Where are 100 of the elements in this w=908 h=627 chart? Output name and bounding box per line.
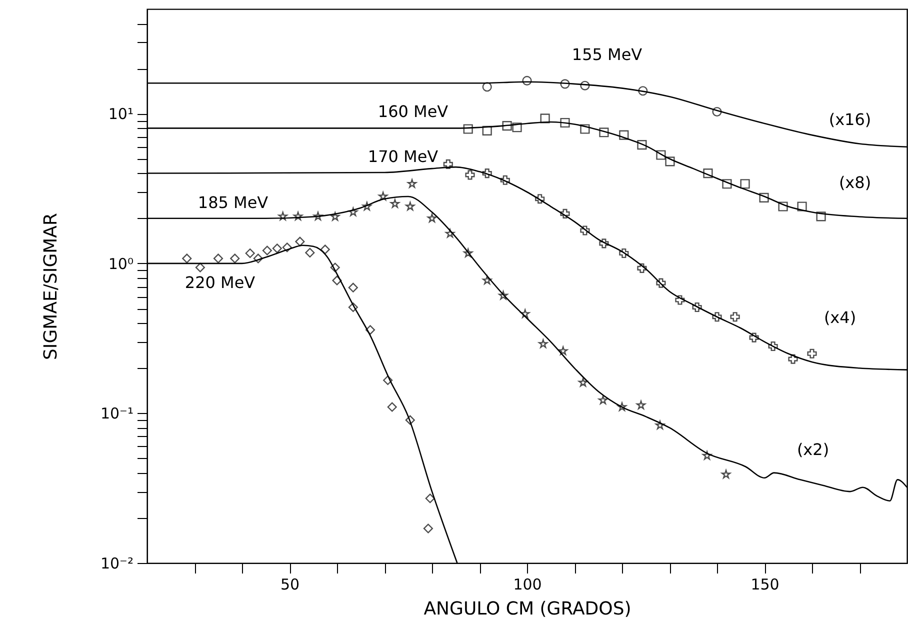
point [320,244,330,254]
point [638,86,648,96]
point [768,341,778,352]
point [427,214,437,222]
y-tick-label: 10⁻¹ [100,404,134,423]
point [330,212,340,221]
point [445,228,455,238]
point [598,396,608,404]
point [580,80,590,90]
point [540,114,550,124]
series-label: 170 MeV [368,147,438,166]
point [498,290,508,300]
point [365,325,376,335]
annotation: (x8) [838,173,872,192]
point [665,156,675,166]
point [619,130,629,140]
series-label: 220 MeV [184,273,256,292]
point [482,126,492,136]
point [730,312,740,322]
point [788,354,798,364]
point [560,118,570,128]
point [332,276,342,286]
point [692,302,702,312]
point [619,248,629,258]
y-tick-label: 10⁰ [108,254,134,273]
point [182,254,192,264]
series-label: 185 MeV [198,193,268,212]
point [465,170,475,180]
point [230,254,240,264]
point [262,246,272,256]
point [500,175,510,185]
series-label: 160 MeV [378,102,448,121]
point [740,179,750,189]
point [482,168,492,178]
point [245,248,255,258]
point [502,121,512,131]
point [636,400,646,410]
point [599,128,609,138]
point [390,199,400,208]
point [425,494,435,504]
point [580,124,590,134]
point [580,226,590,236]
point [463,124,473,134]
point [348,302,358,312]
point [407,179,417,188]
point [423,524,433,534]
point [560,208,570,218]
point [797,202,807,212]
point [387,402,397,412]
point [778,202,788,212]
point [637,263,647,273]
y-tick-label: 10⁻² [100,554,134,572]
point [675,295,685,305]
point [816,212,826,222]
point [405,415,415,425]
point [656,278,666,288]
point [272,244,282,254]
point [295,236,305,246]
point [749,332,759,342]
point [512,122,522,132]
x-tick-label: 150 [750,576,780,594]
point [656,150,666,160]
point [293,212,303,220]
point [637,140,647,150]
point [807,348,817,358]
point [759,192,769,202]
point [599,238,609,248]
point [482,82,492,92]
point [703,168,713,178]
x-tick-label: 50 [280,576,300,594]
point [348,282,358,292]
point [558,346,568,356]
point [712,106,722,117]
point [305,248,315,258]
point [383,375,393,386]
annotation: (x2) [796,440,830,459]
point [655,420,665,430]
x-axis-title: ANGULO CM (GRADOS) [424,598,632,620]
point [253,254,263,264]
point [313,212,323,220]
annotation: (x16) [828,110,872,129]
point [443,159,453,169]
point [722,179,732,189]
point [213,254,224,264]
y-axis-title: SIGMAE/SIGMAR [40,213,62,360]
point [282,242,292,252]
point [702,450,712,460]
point [535,194,545,204]
point [195,262,205,272]
x-tick-label: 100 [513,576,542,594]
point [560,79,570,89]
y-tick-label: 10¹ [108,105,134,124]
series-label: 155 MeV [572,45,642,64]
point [330,262,340,272]
point [617,402,627,412]
point [712,312,722,322]
point [578,378,588,387]
annotation: (x4) [824,308,856,327]
point [721,470,731,478]
point [522,76,532,86]
